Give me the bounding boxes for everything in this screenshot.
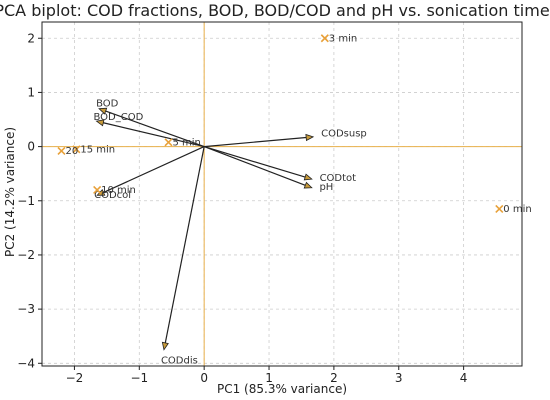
score-point-label: 3 min [329,33,357,44]
loading-vector-arrowhead [98,107,108,115]
loading-vector-line [164,146,205,343]
loading-vector-line [103,122,205,148]
axis-ticks: −2 −1 0 1 2 3 4 −4 −3 −2 −1 0 1 2 [17,31,467,385]
x-tick-label: 2 [330,371,338,385]
score-point-marker [57,146,66,155]
x-tick-label: 3 [395,371,403,385]
plot-frame [41,21,523,367]
loading-vector-arrowhead [305,133,315,142]
score-point-label: 15 min [80,144,115,155]
score-point-marker [495,204,504,213]
loading-vector-arrowhead [303,181,313,189]
loading-vector-label: BOD_COD [93,112,143,123]
loading-vector-line [103,146,205,193]
loading-vector-label: CODdis [161,356,198,367]
y-tick-label: 1 [27,85,35,99]
score-point-marker [93,185,102,195]
loading-vector-arrowhead [161,341,169,351]
y-tick-label: −4 [17,356,35,370]
y-tick-label: −2 [17,248,35,262]
zero-lines [42,22,522,366]
chart-title: PCA biplot: COD fractions, BOD, BOD/COD … [0,1,550,20]
score-point-marker [320,34,329,43]
loading-vector-line [105,110,205,148]
score-point-label: 0 min [503,204,531,215]
loading-vector-label: CODsusp [321,128,367,139]
y-tick-label: −1 [17,194,35,208]
loading-vector-label: BOD [96,99,119,110]
loading-vector-arrowhead [303,173,313,181]
loading-vector-arrowhead [95,119,105,127]
y-axis-label: PC2 (14.2% variance) [3,127,17,257]
loading-vector-label: CODtot [320,173,357,184]
score-point-label: 20 [65,146,78,157]
score-point-label: 10 min [101,185,136,196]
score-point-marker [164,138,173,147]
loading-vector-label: pH [319,182,333,193]
x-tick-label: −1 [130,371,148,385]
y-tick-label: 0 [27,140,35,154]
loading-vector-line [204,136,307,148]
score-point-marker [72,145,81,154]
score-point-label: 5 min [172,137,200,148]
y-tick-label: −3 [17,302,35,316]
x-tick-label: 4 [460,371,468,385]
x-axis-label: PC1 (85.3% variance) [217,382,347,396]
x-tick-label: −2 [66,371,84,385]
loading-vector-line [203,146,306,186]
x-tick-label: 0 [200,371,208,385]
x-tick-label: 1 [265,371,273,385]
loading-vector-label: CODcol [94,190,131,201]
loading-vector-line [203,146,306,178]
y-tick-label: 2 [27,31,35,45]
